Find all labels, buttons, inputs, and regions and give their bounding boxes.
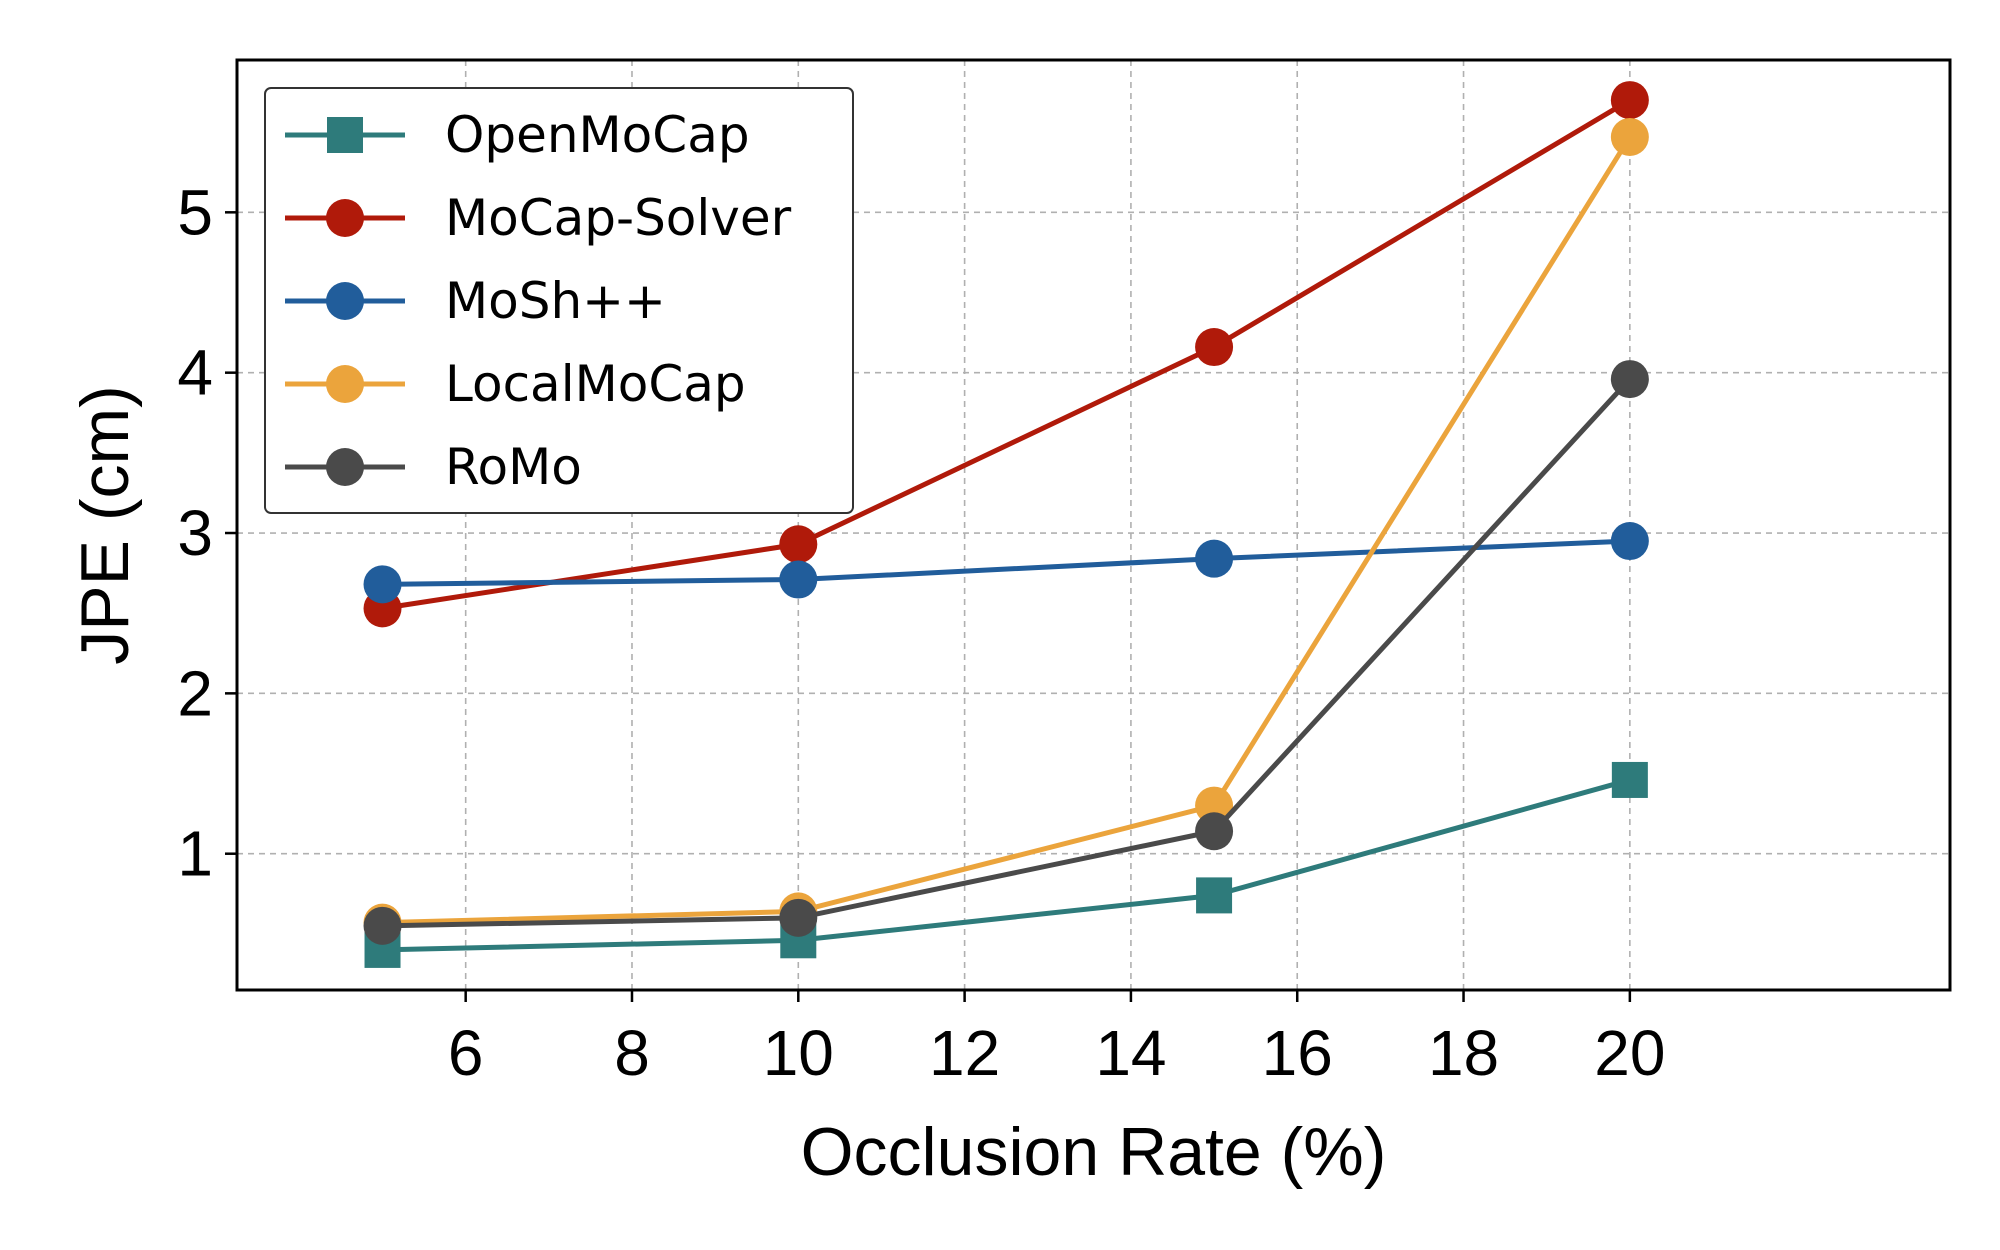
legend-label-mocap-solver: MoCap-Solver	[445, 189, 792, 247]
series-line-romo	[382, 377, 1632, 929]
series-openmocap	[364, 761, 1648, 968]
y-axis-title: JPE (cm)	[67, 385, 143, 665]
data-point-mosh	[1195, 539, 1234, 578]
legend-marker-localmocap	[326, 365, 364, 403]
legend-entry-mocap-solver: MoCap-Solver	[285, 189, 792, 247]
x-tick-label: 20	[1594, 1017, 1665, 1089]
plot-frame	[235, 58, 1952, 992]
data-point-mosh	[1610, 522, 1649, 561]
x-tick-label: 18	[1428, 1017, 1499, 1089]
y-tick-label: 3	[177, 497, 213, 569]
legend-marker-mocap-solver	[326, 199, 364, 237]
series-line-mocap-solver	[382, 97, 1632, 611]
data-point-mocap-solver	[1195, 328, 1234, 367]
y-tick-label: 4	[177, 337, 213, 409]
data-point-romo	[779, 898, 818, 937]
legend-marker-romo	[326, 448, 364, 486]
data-point-romo	[1195, 812, 1234, 851]
data-point-openmocap	[1611, 761, 1648, 798]
legend-entry-romo: RoMo	[285, 438, 582, 496]
legend-marker-openmocap	[327, 117, 363, 153]
legend-label-mosh: MoSh++	[445, 272, 666, 330]
data-point-mosh	[779, 560, 818, 599]
x-tick-label: 8	[614, 1017, 650, 1089]
series-mosh	[363, 522, 1649, 604]
x-axis-title: Occlusion Rate (%)	[801, 1114, 1387, 1190]
data-point-localmocap	[1610, 117, 1649, 156]
legend-label-romo: RoMo	[445, 438, 582, 496]
data-point-mocap-solver	[779, 525, 818, 564]
legend-marker-mosh	[326, 282, 364, 320]
y-tick-label: 1	[177, 818, 213, 890]
y-tick-label: 2	[177, 657, 213, 729]
legend-box	[264, 87, 854, 514]
legend-entries: OpenMoCap MoCap-Solver MoSh++ LocalMoCap RoM…	[285, 106, 792, 496]
series-line-mosh	[382, 538, 1630, 587]
data-point-openmocap	[1196, 877, 1233, 914]
series-romo	[363, 360, 1649, 945]
series-line-openmocap	[382, 777, 1631, 953]
data-point-mosh	[363, 565, 402, 604]
legend-label-localmocap: LocalMoCap	[445, 355, 746, 413]
data-point-mocap-solver	[1610, 81, 1649, 120]
legend-entry-mosh: MoSh++	[285, 272, 666, 330]
x-tick-label: 12	[929, 1017, 1000, 1089]
y-tick-label: 5	[177, 176, 213, 248]
legend-label-openmocap: OpenMoCap	[445, 106, 750, 164]
x-tick-label: 16	[1262, 1017, 1333, 1089]
x-tick-label: 14	[1095, 1017, 1166, 1089]
series-line-localmocap	[382, 135, 1632, 926]
series-layer	[363, 81, 1649, 968]
legend: OpenMoCap MoCap-Solver MoSh++ LocalMoCap RoM…	[264, 87, 854, 514]
x-tick-label: 10	[763, 1017, 834, 1089]
legend-entry-openmocap: OpenMoCap	[285, 106, 750, 164]
x-tick-label: 6	[448, 1017, 484, 1089]
legend-entry-localmocap: LocalMoCap	[285, 355, 746, 413]
data-point-romo	[1610, 360, 1649, 399]
data-point-romo	[363, 906, 402, 945]
